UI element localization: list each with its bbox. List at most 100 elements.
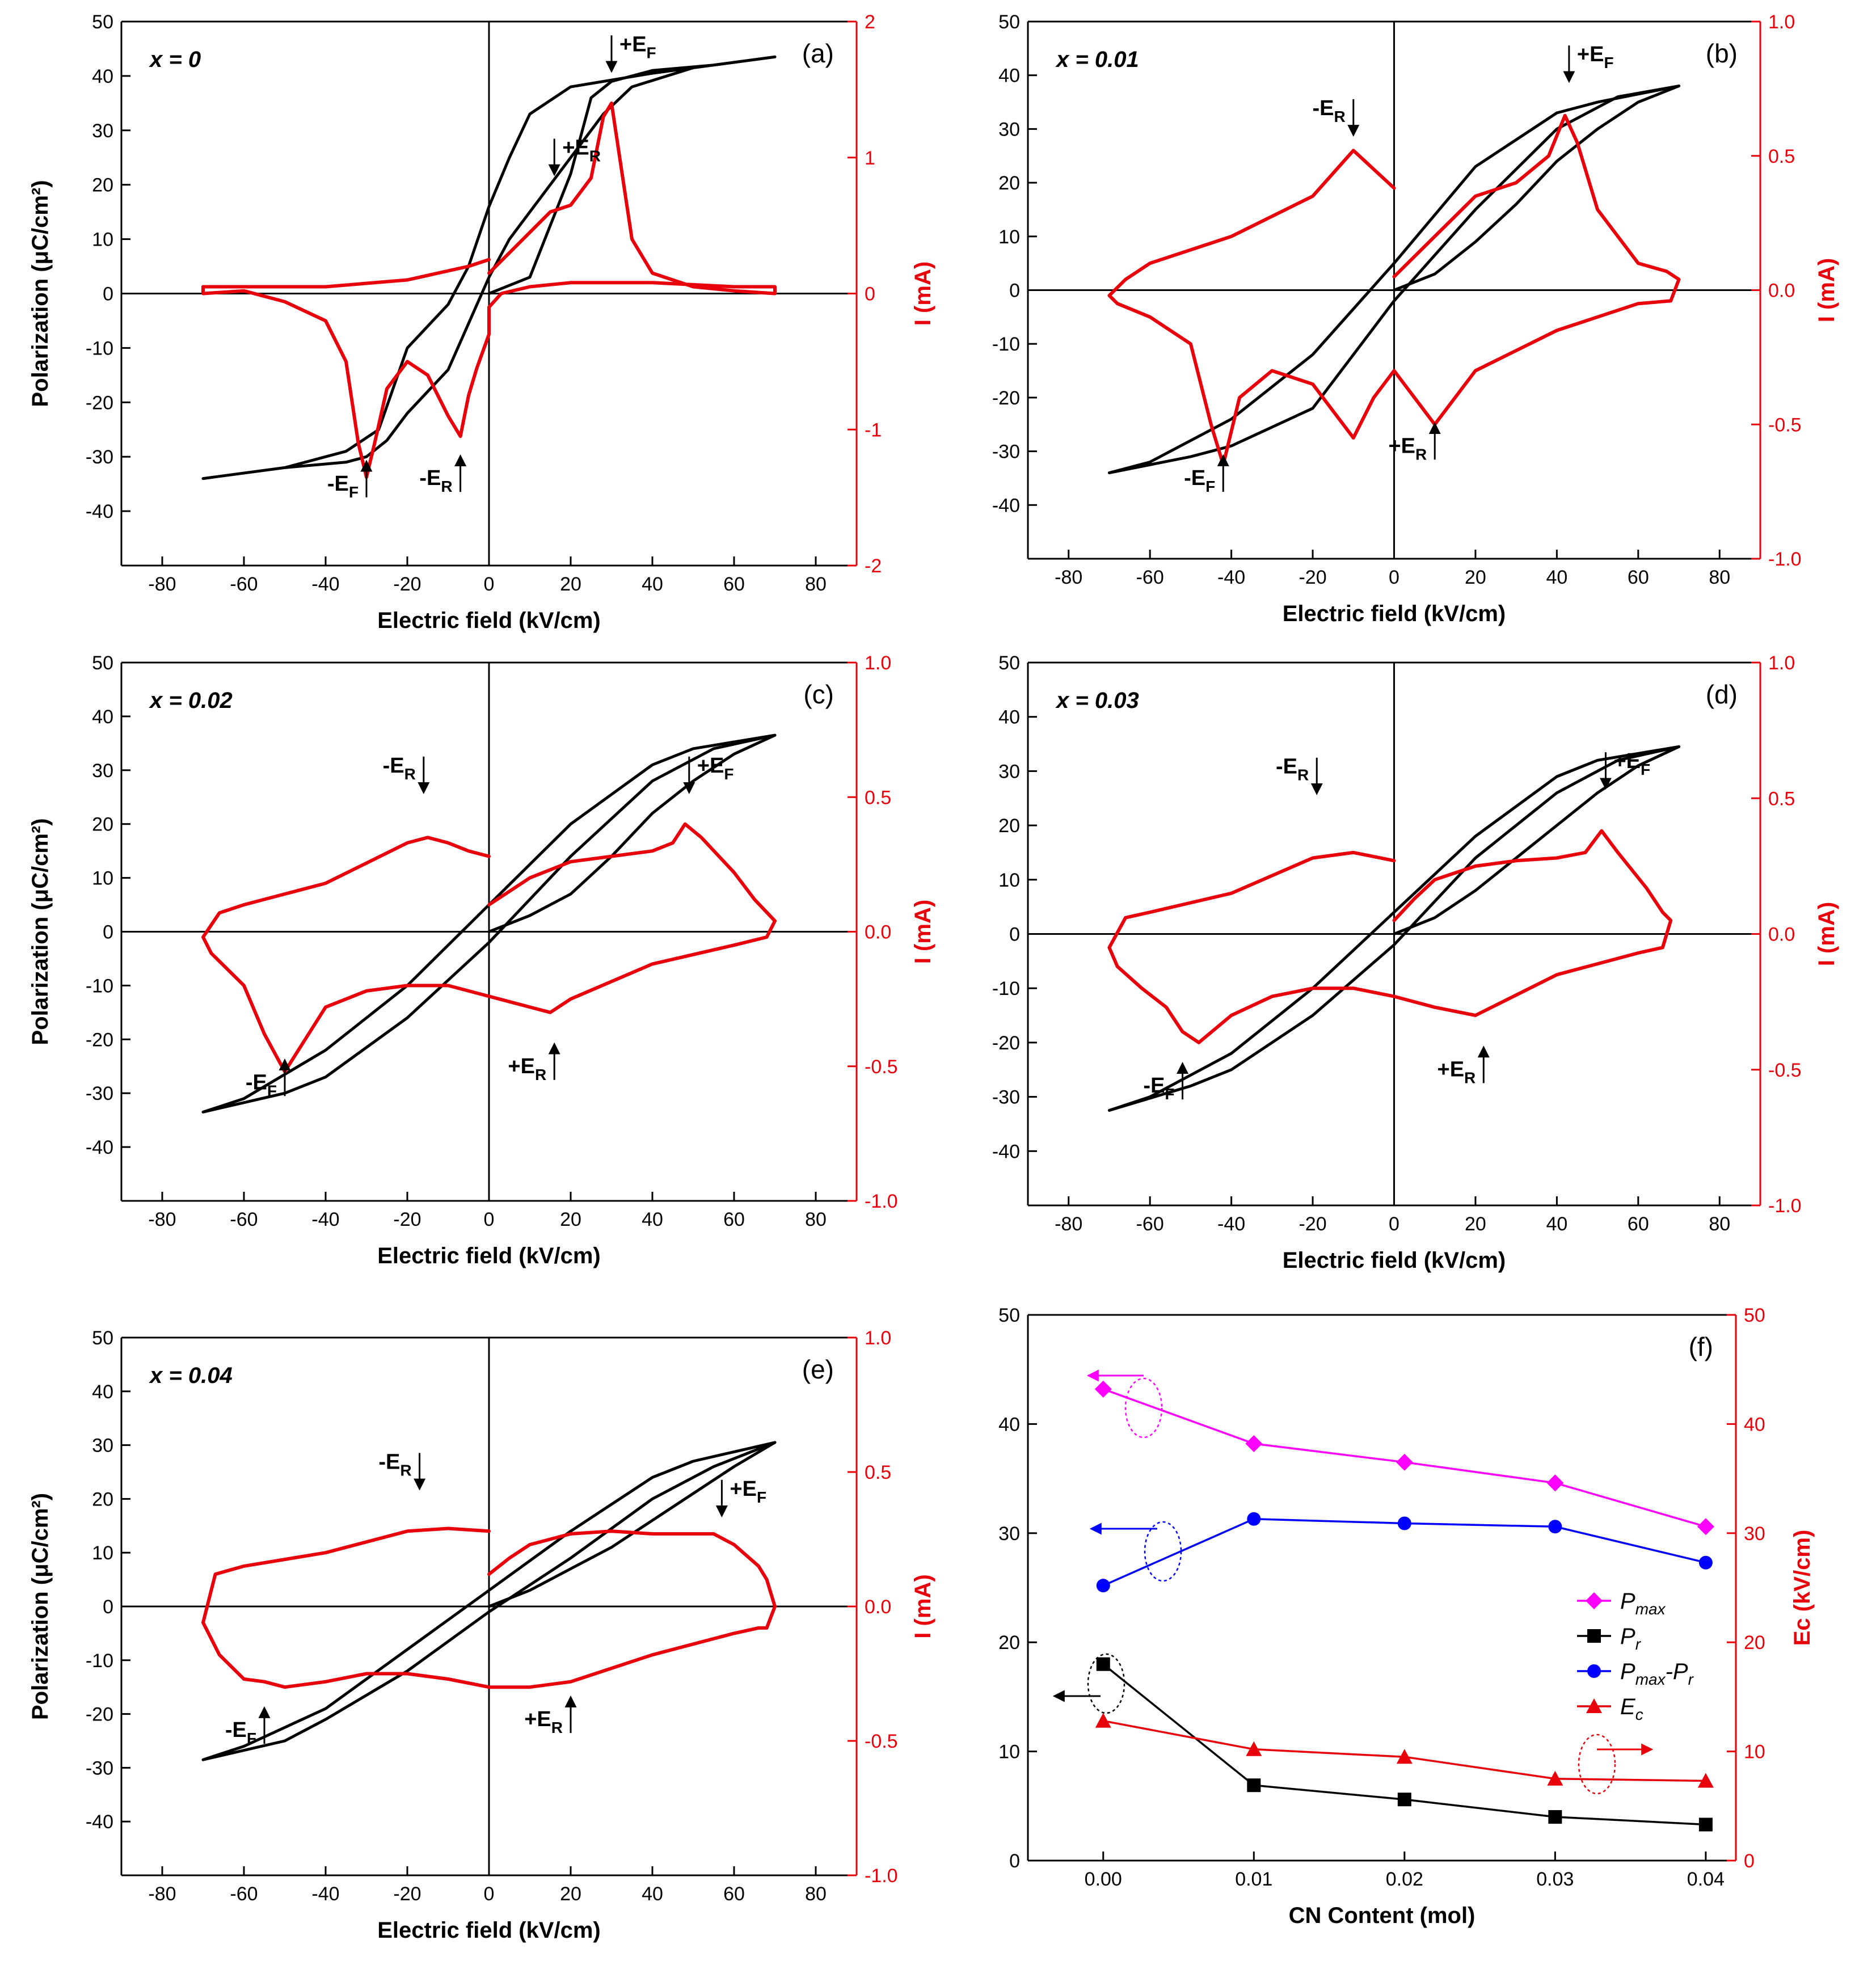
x-tick-label: -60 <box>230 1209 258 1230</box>
panel-tag: (d) <box>1706 680 1738 709</box>
y2-axis-label: I (mA) <box>1814 258 1839 322</box>
data-point-pmax-pr <box>1247 1512 1261 1526</box>
y2-tick-label: 0.5 <box>865 787 891 808</box>
y2-tick-label: -1.0 <box>1768 549 1802 570</box>
y2-tick-label: 0 <box>865 284 875 305</box>
annotation: -EF <box>1143 1061 1189 1103</box>
y2-tick-label: 1.0 <box>1768 652 1795 674</box>
y-tick-label: 50 <box>92 1327 113 1349</box>
annotation: +ER <box>508 1042 560 1083</box>
y-tick-label: -30 <box>86 446 113 468</box>
annotation-main: +E <box>508 1055 535 1078</box>
y-tick-label: 30 <box>92 1435 113 1457</box>
series-p-e-initial <box>1393 85 1681 292</box>
x-tick-label: -60 <box>230 573 258 595</box>
y2-tick-label: 40 <box>1744 1414 1765 1435</box>
annotation-sub: R <box>1297 766 1309 784</box>
annotation-label: +ER <box>524 1707 563 1736</box>
y-tick-label: -30 <box>992 1087 1020 1108</box>
annotation-sub: F <box>247 1730 256 1747</box>
panel-tag: (b) <box>1706 39 1738 68</box>
y-tick-label: 20 <box>998 815 1020 837</box>
annotation-label: +ER <box>562 136 601 165</box>
data-point-pmax <box>1546 1474 1564 1492</box>
annotation: -ER <box>383 754 430 794</box>
annotation: -ER <box>419 454 467 495</box>
y-tick-label: -30 <box>86 1757 113 1779</box>
x-tick-label: 80 <box>805 573 827 595</box>
x-tick-label: 80 <box>805 1883 827 1905</box>
legend-label: Pmax-Pr <box>1620 1659 1694 1688</box>
data-point-ec <box>1095 1713 1111 1728</box>
y2-tick-label: 0.0 <box>1768 924 1795 946</box>
panel-tag: (a) <box>802 39 834 68</box>
x-axis-label: Electric field (kV/cm) <box>377 608 600 633</box>
annotation-sub: F <box>1641 761 1650 778</box>
x-tick-label: 60 <box>1628 567 1649 588</box>
annotation-label: +ER <box>1437 1057 1476 1086</box>
y-tick-label: 30 <box>998 761 1020 782</box>
y-tick-label: -20 <box>86 392 113 414</box>
y2-tick-label: 0.0 <box>865 1596 891 1618</box>
y-tick-label: 40 <box>998 707 1020 728</box>
annotation: +EF <box>1599 749 1650 790</box>
annotation: -EF <box>225 1706 271 1747</box>
series-i-e <box>1107 829 1673 1044</box>
annotation-main: +E <box>619 32 647 56</box>
x-tick-label: 60 <box>1628 1213 1649 1235</box>
annotation-sub: R <box>404 765 416 783</box>
y-tick-label: 20 <box>998 1632 1020 1654</box>
y-tick-label: 50 <box>92 11 113 33</box>
y-tick-label: 20 <box>998 172 1020 194</box>
annotation: +EF <box>683 754 733 794</box>
annotation: +EF <box>1563 43 1614 83</box>
annotation-label: -EF <box>1184 466 1215 495</box>
legend-label-sub: max <box>1635 1671 1666 1688</box>
series-p-e-loop <box>1107 745 1681 1112</box>
x-tick-label: -60 <box>230 1883 258 1905</box>
series-p-e-initial <box>487 1441 777 1608</box>
y-tick-label: 10 <box>92 229 113 251</box>
series-p-e-loop <box>201 1441 777 1761</box>
data-point-ec <box>1246 1741 1262 1756</box>
data-point-pr <box>1698 1817 1713 1832</box>
series-p-e-initial <box>487 55 777 295</box>
y2-tick-label: 1 <box>865 147 875 169</box>
y-tick-label: -40 <box>992 495 1020 516</box>
annotation-label: +EF <box>619 32 656 61</box>
data-point-pmax <box>1396 1453 1413 1471</box>
legend-label: Pr <box>1620 1624 1642 1653</box>
annotation-label: +EF <box>1613 749 1650 778</box>
x-tick-label: 0 <box>484 573 495 595</box>
y-tick-label: -40 <box>86 1137 113 1158</box>
x-tick-label: -40 <box>311 573 339 595</box>
composition-label: x = 0.04 <box>149 1363 233 1388</box>
x-tick-label: 40 <box>1546 1213 1567 1235</box>
series-i-e <box>1107 113 1681 467</box>
y-tick-label: 0 <box>103 922 113 943</box>
data-point-pmax-pr <box>1698 1555 1713 1570</box>
annotation-label: -ER <box>1313 96 1346 125</box>
x-axis-label: Electric field (kV/cm) <box>1283 601 1506 626</box>
y2-tick-label: 0 <box>1744 1850 1755 1872</box>
composition-label: x = 0.03 <box>1055 688 1139 713</box>
annotation-label: -EF <box>246 1070 277 1099</box>
x-tick-label: -60 <box>1136 567 1164 588</box>
data-point-pmax <box>1697 1518 1714 1536</box>
x-tick-label: 20 <box>1465 567 1486 588</box>
y2-tick-label: -0.5 <box>1768 414 1802 436</box>
y2-tick-label: 0.5 <box>865 1462 891 1483</box>
annotation-main: -E <box>246 1070 267 1094</box>
annotation: +ER <box>1388 422 1441 463</box>
annotation-main: -E <box>1143 1074 1165 1098</box>
y-tick-label: 30 <box>998 1523 1020 1545</box>
annotation-label: +ER <box>508 1055 546 1083</box>
annotation-label: -ER <box>419 466 452 495</box>
y-tick-label: 50 <box>998 652 1020 674</box>
x-tick-label: 40 <box>642 573 663 595</box>
x-tick-label: -40 <box>311 1209 339 1230</box>
legend-label-sub: r <box>1635 1635 1642 1653</box>
direction-ellipse <box>1144 1521 1182 1582</box>
annotation-sub: R <box>1334 108 1346 125</box>
